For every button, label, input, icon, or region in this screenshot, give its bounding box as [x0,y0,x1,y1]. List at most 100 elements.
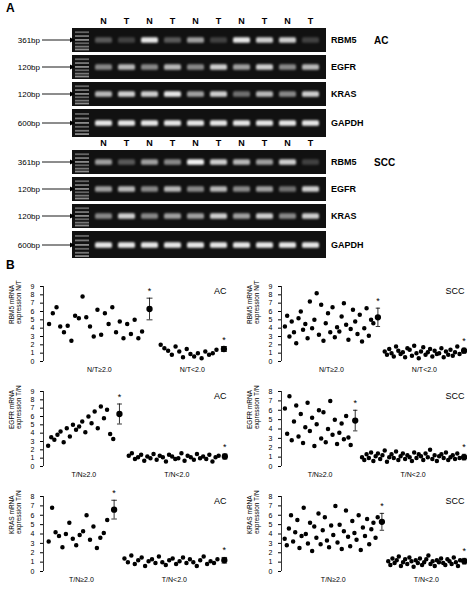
svg-text:T: T [170,138,176,148]
svg-text:T: T [216,16,222,26]
svg-text:0: 0 [31,463,35,470]
svg-text:*: * [222,335,226,345]
svg-text:6: 6 [31,511,35,518]
svg-text:8: 8 [269,291,273,298]
svg-text:RBM5: RBM5 [331,35,357,45]
svg-text:7: 7 [269,299,273,306]
svg-text:0: 0 [269,463,273,470]
svg-text:GAPDH: GAPDH [331,240,364,250]
svg-text:361bp: 361bp [18,36,41,45]
svg-text:KRAS mRNAexpression T/N: KRAS mRNAexpression T/N [246,490,261,534]
svg-text:3: 3 [31,540,35,547]
svg-text:RBM5: RBM5 [331,157,357,167]
svg-text:3: 3 [31,438,35,445]
svg-text:T/N≥2.0: T/N≥2.0 [69,576,94,583]
svg-text:0: 0 [31,568,35,575]
svg-text:N: N [192,16,199,26]
svg-text:4: 4 [31,530,35,537]
svg-text:5: 5 [31,521,35,528]
svg-text:1: 1 [269,453,273,460]
svg-text:9: 9 [31,388,35,395]
svg-text:6: 6 [269,511,273,518]
svg-text:6: 6 [269,406,273,413]
svg-text:KRAS: KRAS [331,89,357,99]
svg-text:EGFR mRNAexpression T/N: EGFR mRNAexpression T/N [8,385,23,429]
svg-text:2: 2 [31,549,35,556]
svg-text:T: T [308,138,314,148]
svg-text:AC: AC [374,35,388,46]
svg-text:N: N [100,16,107,26]
svg-text:T/N≥2.0: T/N≥2.0 [71,471,96,478]
svg-text:9: 9 [31,283,35,290]
svg-text:2: 2 [269,549,273,556]
svg-text:A: A [6,1,15,15]
svg-text:1: 1 [269,349,273,356]
svg-text:KRAS: KRAS [331,211,357,221]
svg-text:*: * [148,286,152,296]
svg-text:N: N [238,138,245,148]
svg-text:5: 5 [269,521,273,528]
svg-text:*: * [223,545,227,555]
svg-text:N: N [284,16,291,26]
svg-text:N: N [284,138,291,148]
svg-text:3: 3 [31,333,35,340]
svg-text:N/T≥2.0: N/T≥2.0 [319,366,344,373]
svg-text:7: 7 [31,299,35,306]
svg-text:N: N [238,16,245,26]
svg-text:0: 0 [269,358,273,365]
svg-text:8: 8 [31,493,35,500]
svg-text:4: 4 [31,324,35,331]
svg-text:0: 0 [31,358,35,365]
svg-text:8: 8 [31,396,35,403]
svg-text:*: * [376,296,380,306]
svg-text:5: 5 [269,316,273,323]
svg-text:4: 4 [269,530,273,537]
svg-text:5: 5 [31,316,35,323]
svg-text:7: 7 [269,502,273,509]
svg-text:4: 4 [269,324,273,331]
svg-text:6: 6 [31,413,35,420]
svg-text:T/N≥2.0: T/N≥2.0 [308,471,333,478]
svg-text:600bp: 600bp [18,241,41,250]
svg-text:T: T [170,16,176,26]
svg-text:T/N<2.0: T/N<2.0 [414,576,439,583]
svg-text:3: 3 [269,540,273,547]
svg-text:*: * [112,488,116,498]
svg-text:8: 8 [269,493,273,500]
svg-text:*: * [118,392,122,402]
svg-text:T/N<2.0: T/N<2.0 [164,471,189,478]
svg-text:T: T [124,138,130,148]
svg-text:EGFR: EGFR [331,62,357,72]
svg-text:120bp: 120bp [18,212,41,221]
svg-text:7: 7 [31,502,35,509]
svg-text:N: N [146,16,153,26]
svg-text:T: T [308,16,314,26]
svg-text:T: T [216,138,222,148]
svg-text:1: 1 [31,349,35,356]
svg-text:8: 8 [31,291,35,298]
svg-text:*: * [380,501,384,511]
svg-text:SCC: SCC [445,391,465,401]
svg-text:RBM5 mRNAexpression N/T: RBM5 mRNAexpression N/T [8,280,23,324]
svg-text:SCC: SCC [445,286,465,296]
svg-text:*: * [223,442,227,452]
svg-text:120bp: 120bp [18,63,41,72]
svg-text:5: 5 [269,416,273,423]
svg-text:T: T [262,138,268,148]
svg-text:N: N [100,138,107,148]
svg-text:EGFR mRNAexpression T/N: EGFR mRNAexpression T/N [246,385,261,429]
svg-text:SCC: SCC [374,157,395,168]
svg-text:*: * [463,546,467,556]
svg-text:7: 7 [31,404,35,411]
svg-text:T: T [262,16,268,26]
svg-text:AC: AC [214,496,227,506]
svg-text:1: 1 [31,558,35,565]
svg-text:N: N [146,138,153,148]
svg-text:*: * [462,442,466,452]
svg-text:5: 5 [31,421,35,428]
svg-text:N/T≥2.0: N/T≥2.0 [87,366,112,373]
svg-text:1: 1 [31,454,35,461]
svg-text:T: T [124,16,130,26]
svg-text:SCC: SCC [445,496,465,506]
svg-text:6: 6 [31,308,35,315]
